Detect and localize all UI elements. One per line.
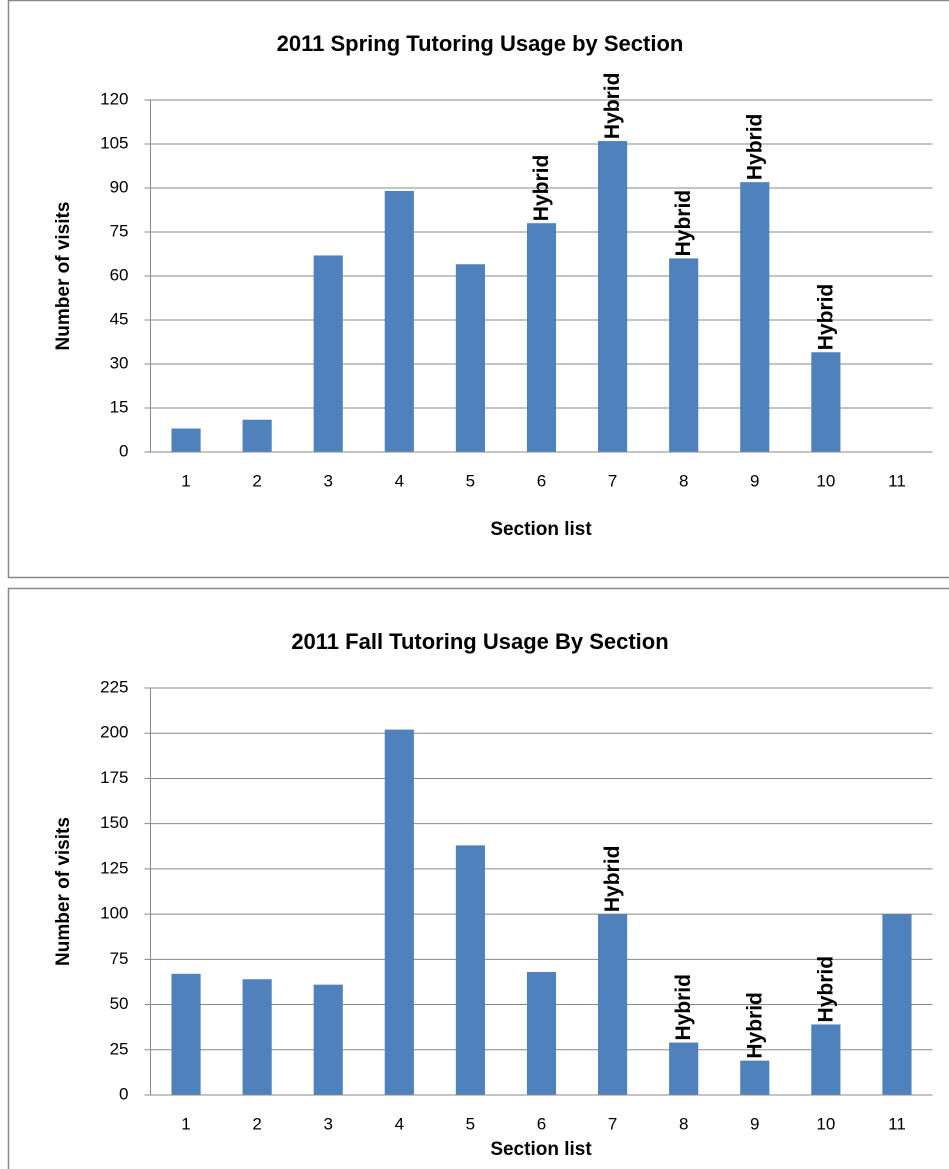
bar [384, 729, 414, 1095]
bar [740, 1060, 770, 1095]
bar [598, 141, 628, 453]
x-tick-label: 2 [252, 471, 261, 490]
y-tick-label: 15 [110, 397, 129, 416]
bar [171, 428, 201, 452]
bar [455, 264, 485, 452]
x-tick-label: 3 [323, 1114, 332, 1133]
bar [811, 352, 841, 452]
bar [669, 1042, 699, 1095]
x-tick-label: 4 [395, 471, 404, 490]
bar [313, 984, 343, 1095]
x-tick-label: 2 [252, 1114, 261, 1133]
x-tick-label: 1 [181, 1114, 190, 1133]
x-tick-label: 11 [888, 471, 906, 490]
y-tick-label: 175 [100, 768, 128, 787]
x-tick-label: 4 [395, 1114, 404, 1133]
chart-title: 2011 Fall Tutoring Usage By Section [291, 629, 668, 654]
x-tick-label: 7 [608, 1114, 617, 1133]
annotation: Hybrid [814, 956, 837, 1023]
x-axis-title: Section list [490, 1139, 592, 1160]
bar [526, 223, 557, 452]
y-tick-label: 50 [110, 994, 129, 1013]
chart-title: 2011 Spring Tutoring Usage by Section [277, 31, 684, 56]
bar [526, 971, 557, 1095]
bar [669, 258, 699, 452]
x-tick-label: 11 [888, 1114, 906, 1133]
y-tick-label: 30 [110, 353, 129, 372]
y-axis-title: Number of visits [53, 202, 74, 351]
y-axis-title: Number of visits [53, 817, 74, 966]
annotation: Hybrid [743, 114, 766, 181]
y-tick-label: 200 [100, 723, 128, 742]
y-tick-label: 45 [110, 309, 129, 328]
y-tick-label: 105 [100, 133, 128, 152]
bar [882, 914, 912, 1095]
chart: 2011 Spring Tutoring Usage by Section015… [7, 0, 949, 579]
x-tick-label: 9 [750, 1114, 759, 1133]
y-tick-label: 125 [100, 858, 128, 877]
x-tick-label: 1 [181, 471, 190, 490]
x-tick-label: 5 [466, 1114, 475, 1133]
y-tick-label: 75 [110, 949, 129, 968]
x-tick-label: 8 [679, 1114, 688, 1133]
x-tick-label: 5 [466, 471, 475, 490]
y-tick-label: 90 [110, 177, 129, 196]
y-tick-label: 100 [100, 904, 128, 923]
annotation: Hybrid [672, 974, 695, 1041]
y-tick-label: 0 [119, 1084, 128, 1103]
y-tick-label: 25 [110, 1039, 129, 1058]
y-tick-label: 0 [119, 441, 128, 460]
bar [811, 1024, 841, 1095]
bar [384, 190, 414, 452]
x-tick-label: 10 [816, 1114, 835, 1133]
annotation: Hybrid [814, 284, 837, 351]
y-tick-label: 60 [110, 265, 129, 284]
y-tick-label: 150 [100, 813, 128, 832]
x-tick-label: 9 [750, 471, 759, 490]
x-tick-label: 10 [816, 471, 835, 490]
annotation: Hybrid [743, 992, 766, 1059]
bar [598, 914, 628, 1095]
x-tick-label: 7 [608, 471, 617, 490]
x-tick-label: 3 [323, 471, 332, 490]
bar [455, 845, 485, 1095]
bar [313, 255, 343, 452]
chart: 2011 Fall Tutoring Usage By Section02550… [7, 587, 949, 1169]
bar [242, 979, 272, 1095]
annotation: Hybrid [672, 190, 695, 257]
x-axis-title: Section list [490, 519, 592, 540]
y-tick-label: 225 [100, 677, 128, 696]
x-tick-label: 6 [537, 1114, 546, 1133]
x-tick-label: 8 [679, 471, 688, 490]
x-tick-label: 6 [537, 471, 546, 490]
y-tick-label: 75 [110, 221, 129, 240]
bar [740, 182, 770, 452]
bar [171, 973, 201, 1095]
bar [242, 419, 272, 452]
y-tick-label: 120 [100, 89, 128, 108]
annotation: Hybrid [601, 846, 624, 913]
annotation: Hybrid [601, 73, 624, 140]
annotation: Hybrid [530, 155, 553, 222]
